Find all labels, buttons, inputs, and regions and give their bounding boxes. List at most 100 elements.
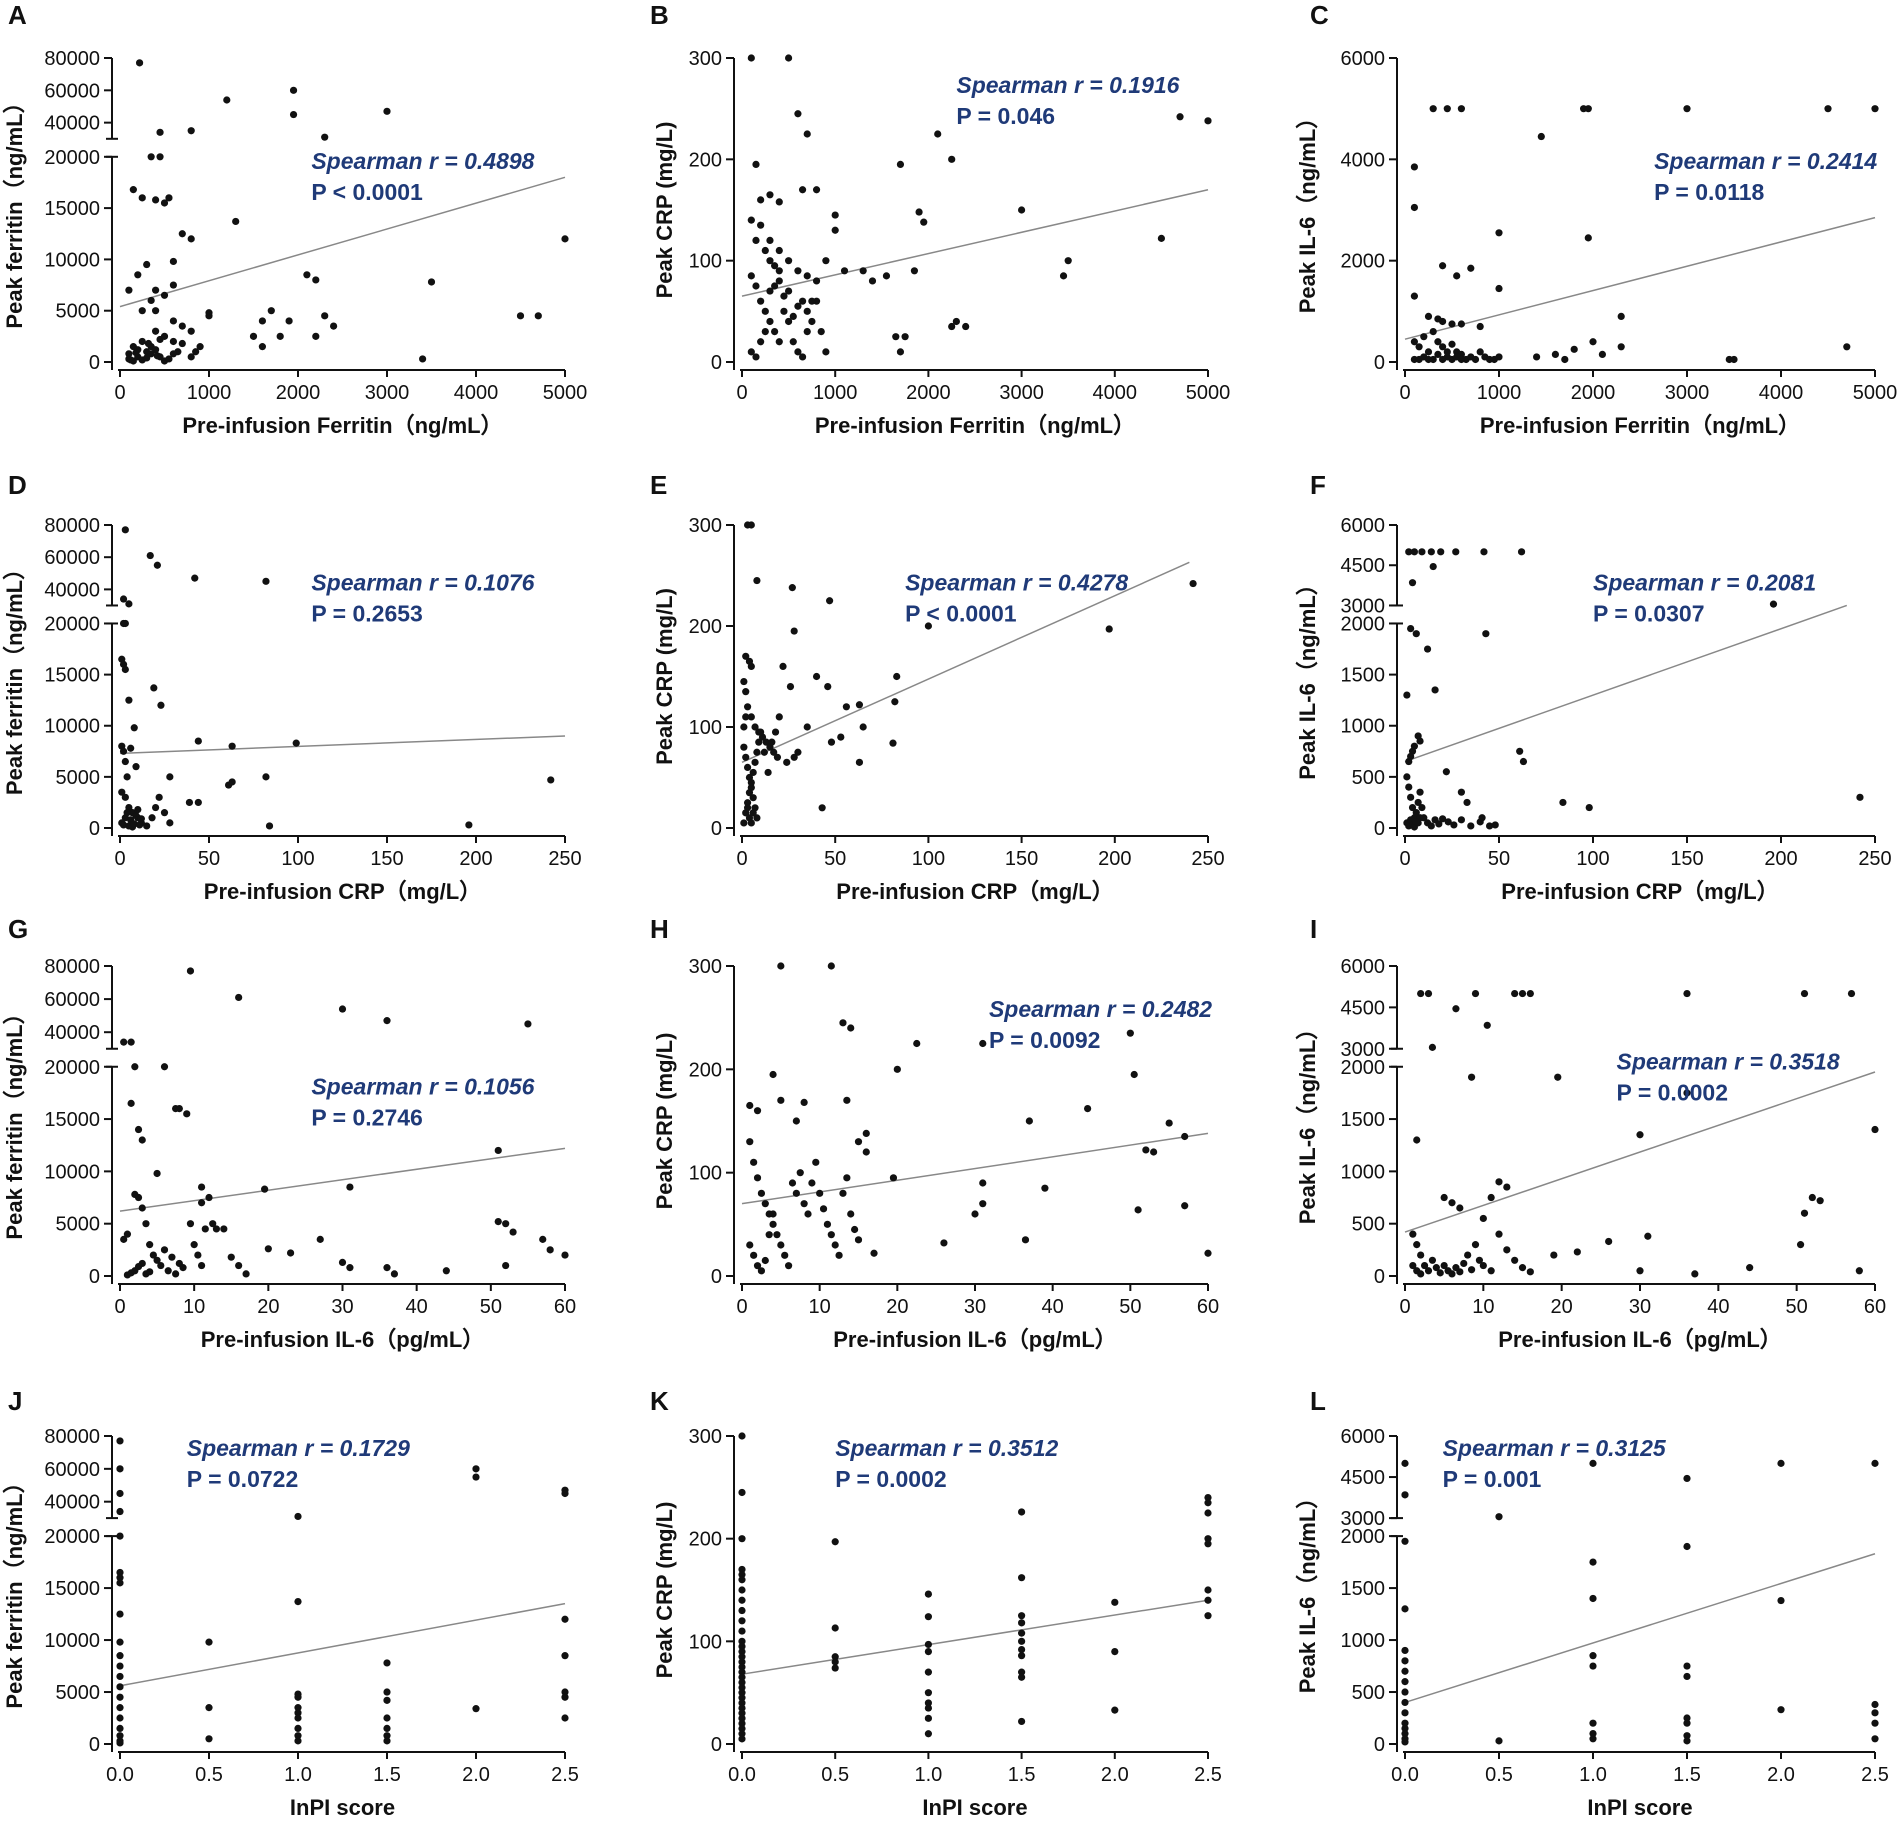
data-point <box>753 814 761 822</box>
y-tick-label: 20000 <box>44 1526 100 1548</box>
data-point <box>789 338 797 346</box>
data-point <box>1443 348 1451 356</box>
data-point <box>913 1039 921 1048</box>
data-point <box>155 793 163 801</box>
data-point <box>924 1640 933 1649</box>
data-point <box>1450 821 1458 829</box>
data-point <box>258 343 266 351</box>
chart-panel-k: K 0.0 0.5 1.0 1.5 2.0 2.5 InPI score 0 100 200 300 P… <box>650 1386 1222 1820</box>
spearman-r-annotation: Spearman r = 0.1916 <box>956 72 1179 98</box>
x-tick-label: 150 <box>1005 848 1038 870</box>
data-point <box>952 317 960 326</box>
panel-letter: G <box>8 914 28 944</box>
data-point <box>1064 257 1072 265</box>
data-point <box>547 776 555 784</box>
data-point <box>178 339 186 348</box>
data-point <box>125 350 133 358</box>
data-point <box>1204 1509 1212 1517</box>
data-point <box>165 355 173 363</box>
chart-panel-f: F 0 50 100 150 200 250 Pre-infusion CRP（mg/L） 0 5… <box>1295 470 1892 904</box>
data-point <box>1856 793 1864 801</box>
data-point <box>1111 1648 1119 1656</box>
data-point <box>1769 600 1778 608</box>
y-tick-label: 0 <box>1374 818 1385 840</box>
x-axis-label: InPI score <box>1587 1795 1692 1820</box>
data-point <box>1413 1136 1421 1144</box>
data-point <box>893 1065 901 1073</box>
data-point <box>817 328 825 336</box>
y-tick-label: 60000 <box>44 547 100 569</box>
data-point <box>901 333 909 341</box>
x-tick-label: 0.0 <box>1391 1764 1419 1786</box>
x-axis-label: Pre-infusion IL-6（pg/mL） <box>201 1327 485 1352</box>
y-tick-label: 0 <box>711 818 722 840</box>
y-tick-label: 3000 <box>1341 1508 1386 1530</box>
data-point <box>889 1174 898 1182</box>
data-point <box>893 672 901 681</box>
data-point <box>851 1225 859 1234</box>
data-point <box>153 352 161 360</box>
data-point <box>775 338 783 346</box>
data-point <box>773 1231 781 1239</box>
data-point <box>1683 989 1691 998</box>
data-point <box>1134 1206 1142 1214</box>
data-point <box>823 1220 832 1228</box>
data-point <box>1452 548 1460 556</box>
data-point <box>831 211 839 219</box>
data-point <box>138 1136 146 1144</box>
data-point <box>149 1251 157 1259</box>
data-point <box>738 1694 746 1702</box>
data-point <box>747 662 755 671</box>
data-point <box>840 267 849 275</box>
data-point <box>775 198 783 206</box>
data-point <box>1401 1738 1409 1746</box>
data-point <box>321 133 329 141</box>
data-point <box>294 1704 302 1712</box>
data-point <box>116 1662 124 1670</box>
data-point <box>235 993 243 1002</box>
data-point <box>751 723 759 731</box>
data-point <box>738 1683 746 1692</box>
x-tick-label: 2000 <box>276 382 321 404</box>
regression-line <box>1404 604 1848 763</box>
data-point <box>924 1714 933 1722</box>
data-point <box>1483 1021 1491 1029</box>
data-point <box>892 333 900 341</box>
data-point <box>1434 338 1442 346</box>
p-value-annotation: P = 0.2653 <box>311 600 423 626</box>
data-point <box>766 317 774 326</box>
data-point <box>205 1193 213 1202</box>
data-point <box>1479 1214 1487 1223</box>
data-point <box>862 1148 870 1156</box>
data-point <box>1018 1574 1026 1582</box>
data-point <box>1204 1499 1212 1507</box>
data-point <box>761 1200 769 1208</box>
data-point <box>752 353 760 361</box>
data-point <box>157 1261 165 1270</box>
data-point <box>120 1235 128 1243</box>
chart-panel-l: L 0.0 0.5 1.0 1.5 2.0 2.5 InPI score 0 500 1000 150… <box>1295 1386 1889 1820</box>
x-tick-label: 1.0 <box>1579 1764 1607 1786</box>
y-tick-label: 3000 <box>1341 595 1386 617</box>
data-point <box>812 277 821 285</box>
data-point <box>1796 1241 1805 1249</box>
data-point <box>169 350 177 358</box>
data-point <box>1018 1637 1026 1645</box>
y-tick-label: 2000 <box>1341 251 1386 273</box>
data-point <box>746 1138 754 1146</box>
data-point <box>1589 1652 1597 1660</box>
data-point <box>209 1220 217 1228</box>
data-point <box>742 652 750 660</box>
data-point <box>757 1189 766 1197</box>
data-point <box>924 622 933 630</box>
data-point <box>1429 562 1437 571</box>
data-point <box>146 551 154 560</box>
x-tick-label: 40 <box>1042 1296 1064 1318</box>
data-point <box>827 962 835 970</box>
data-point <box>169 337 177 346</box>
data-point <box>1453 272 1461 280</box>
y-tick-label: 15000 <box>44 1578 100 1600</box>
data-point <box>1479 1261 1487 1270</box>
y-tick-label: 100 <box>689 1631 722 1653</box>
data-point <box>1551 350 1559 358</box>
